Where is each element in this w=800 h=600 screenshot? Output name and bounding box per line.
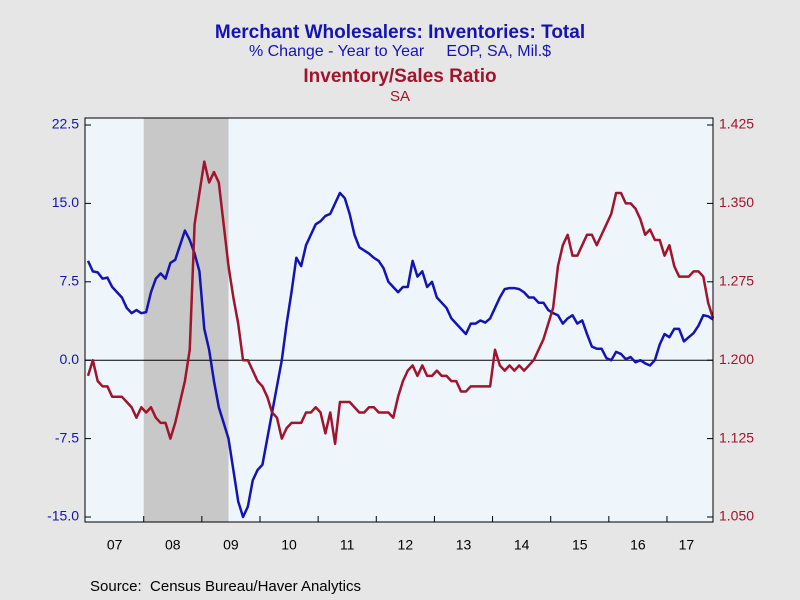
y2-tick-label: 1.350 — [719, 194, 754, 210]
x-tick-label: 10 — [281, 537, 297, 553]
x-tick-label: 13 — [456, 537, 472, 553]
x-tick-label: 16 — [630, 537, 646, 553]
x-tick-label: 17 — [679, 537, 695, 553]
y-tick-label: -7.5 — [55, 429, 79, 445]
chart-title: Merchant Wholesalers: Inventories: Total — [215, 22, 585, 43]
y-tick-label: 22.5 — [52, 116, 79, 132]
x-tick-label: 09 — [223, 537, 239, 553]
y2-tick-label: 1.125 — [719, 429, 754, 445]
y-tick-label: 0.0 — [60, 351, 80, 367]
y2-tick-label: 1.275 — [719, 273, 754, 289]
x-tick-label: 11 — [340, 537, 355, 553]
chart-subtitle-2: SA — [390, 88, 410, 105]
y2-tick-label: 1.425 — [719, 116, 754, 132]
x-tick-label: 12 — [398, 537, 414, 553]
recession-layer — [143, 118, 229, 522]
source-note: Source: Census Bureau/Haver Analytics — [90, 578, 361, 595]
plot-layer — [85, 124, 715, 522]
x-tick-label: 07 — [107, 537, 123, 553]
chart-title-2: Inventory/Sales Ratio — [303, 66, 496, 87]
chart-subtitle: % Change - Year to Year EOP, SA, Mil.$ — [249, 43, 551, 60]
series-line — [86, 160, 715, 446]
plot-border — [84, 117, 714, 523]
x-tick-label: 15 — [572, 537, 588, 553]
y-tick-label: 15.0 — [52, 194, 79, 210]
recession-shade — [143, 118, 229, 522]
x-tick-label: 14 — [514, 537, 530, 553]
y2-tick-label: 1.050 — [719, 508, 754, 524]
series-line — [86, 191, 714, 519]
y2-tick-label: 1.200 — [719, 351, 754, 367]
x-tick-label: 08 — [165, 537, 181, 553]
y-tick-label: -15.0 — [47, 508, 79, 524]
y-tick-label: 7.5 — [60, 273, 80, 289]
